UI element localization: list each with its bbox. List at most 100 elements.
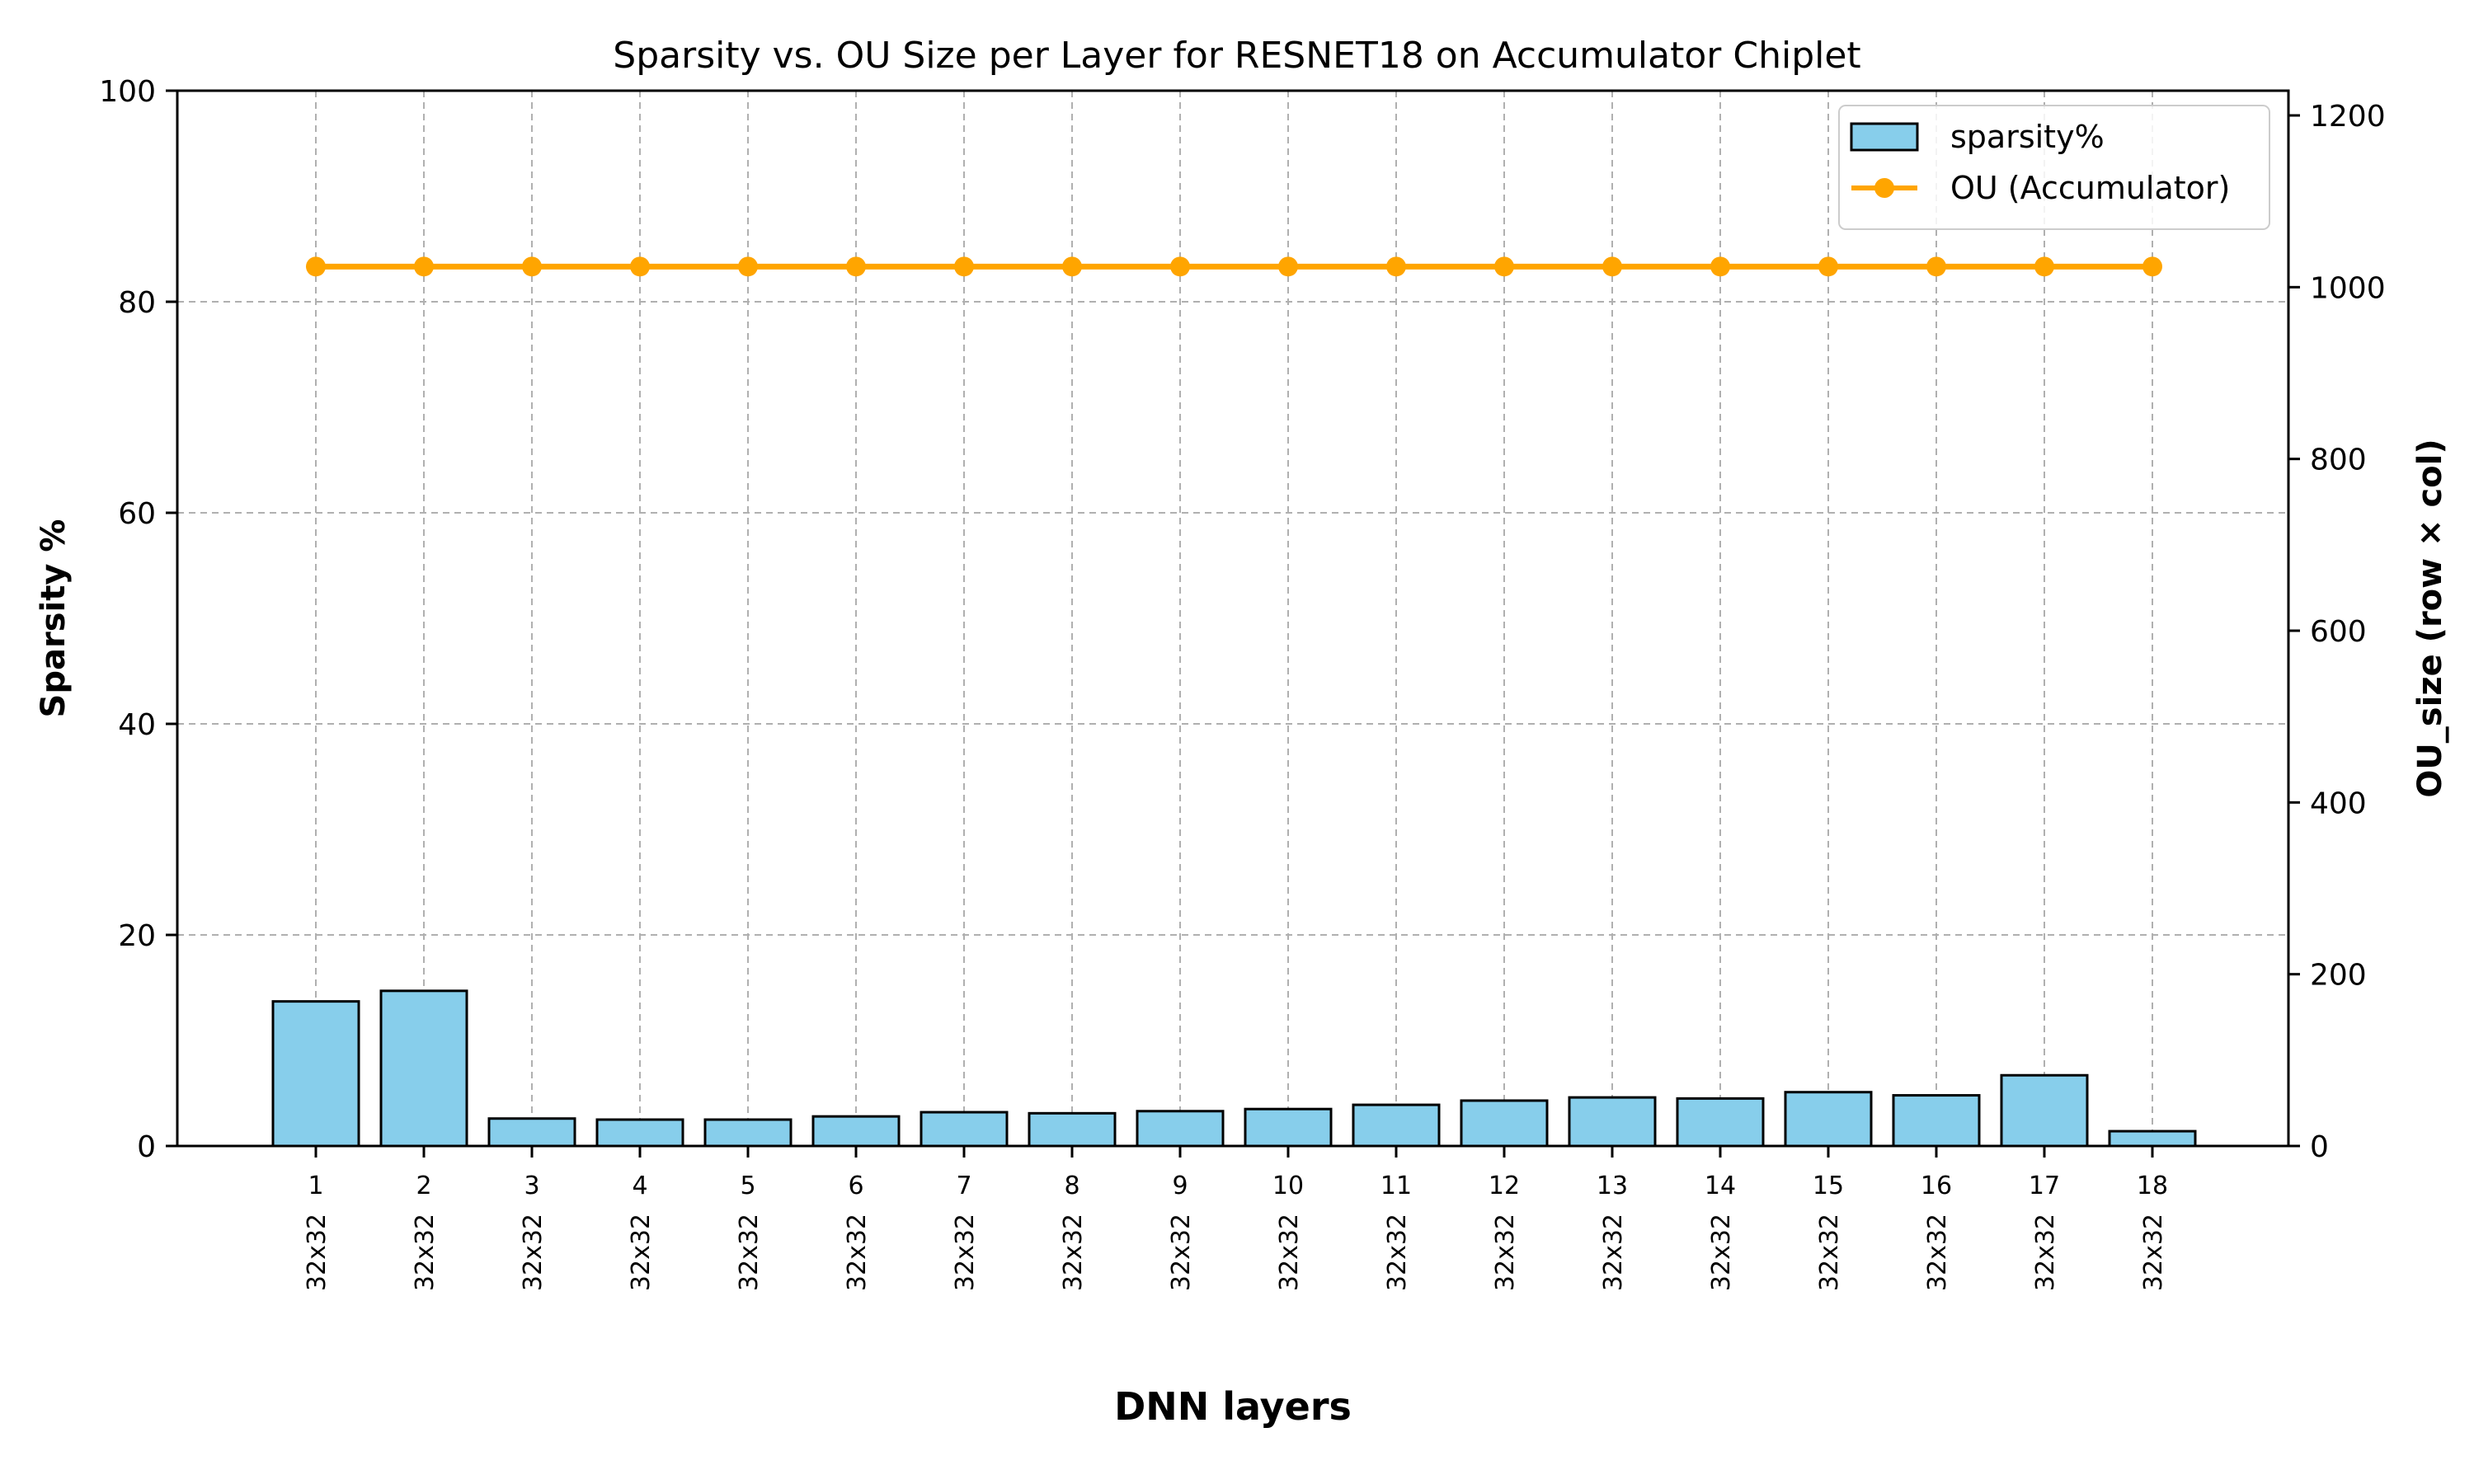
ou-point: [1170, 256, 1190, 277]
ou-size-label: 32x32: [519, 1214, 548, 1291]
y-tick-label: 0: [137, 1130, 156, 1164]
y2-tick-label: 800: [2310, 444, 2367, 477]
sparsity-bar: [2000, 1073, 2089, 1148]
line-series: [306, 256, 2162, 277]
sparsity-bar: [1460, 1099, 1549, 1148]
ou-point: [1926, 256, 1946, 277]
x-tick-label: 5: [740, 1172, 755, 1200]
x-tick-label: 14: [1705, 1172, 1736, 1200]
y2-tick-label: 400: [2310, 787, 2367, 820]
x-tick-label: 16: [1921, 1172, 1952, 1200]
y2-axis-label: OU_size (row × col): [2411, 439, 2449, 797]
ou-size-label: 32x32: [1815, 1214, 1844, 1291]
sparsity-bar: [920, 1111, 1009, 1148]
x-tick-label: 11: [1380, 1172, 1412, 1200]
legend-box: [1838, 105, 2270, 230]
y-tick-label: 100: [99, 75, 156, 109]
sparsity-bar: [1244, 1107, 1333, 1148]
sparsity-bar: [271, 1000, 360, 1148]
legend-label-sparsity: sparsity%: [1950, 119, 2105, 155]
y-tick-label: 60: [118, 497, 156, 531]
ou-point: [1818, 256, 1838, 277]
y2-tick-label: 1000: [2310, 271, 2386, 305]
x-tick-label: 10: [1272, 1172, 1304, 1200]
ou-point: [414, 256, 434, 277]
y2-tick-label: 0: [2310, 1130, 2329, 1164]
ou-point: [306, 256, 326, 277]
x-tick-label: 4: [632, 1172, 647, 1200]
ou-point: [1494, 256, 1514, 277]
y2-tick-label: 200: [2310, 959, 2367, 993]
x-tick-label: 8: [1064, 1172, 1079, 1200]
legend: sparsity% OU (Accumulator): [1838, 105, 2270, 230]
sparsity-bar: [1136, 1110, 1225, 1148]
y2-tick-label: 600: [2310, 615, 2367, 649]
ou-point: [630, 256, 650, 277]
x-tick-label: 2: [416, 1172, 431, 1200]
ou-point: [738, 256, 758, 277]
ou-size-label: 32x32: [411, 1214, 440, 1291]
sparsity-bar: [1352, 1103, 1441, 1148]
sparsity-bar: [2108, 1129, 2197, 1148]
ou-point: [2142, 256, 2162, 277]
chart-title: Sparsity vs. OU Size per Layer for RESNE…: [613, 35, 1860, 77]
sparsity-bar: [379, 989, 468, 1148]
ou-size-label: 32x32: [1491, 1214, 1520, 1291]
x-axis-label: DNN layers: [1114, 1384, 1352, 1429]
ou-point: [1602, 256, 1622, 277]
y-tick-label: 40: [118, 708, 156, 742]
ou-size-label: 32x32: [1383, 1214, 1412, 1291]
sparsity-bar: [1892, 1094, 1981, 1148]
ou-point: [1386, 256, 1406, 277]
sparsity-bar: [1028, 1111, 1117, 1148]
y-axis-label: Sparsity %: [35, 519, 73, 718]
legend-label-ou: OU (Accumulator): [1950, 170, 2230, 206]
x-tick-label: 12: [1489, 1172, 1520, 1200]
x-axis-ticks: 1 32x32 2 32x32 3 32x32 4 32x32 5 32x32 6 32x32 7 32x…: [303, 1146, 2168, 1291]
ou-size-label: 32x32: [735, 1214, 764, 1291]
ou-point: [1278, 256, 1298, 277]
ou-size-label: 32x32: [1599, 1214, 1628, 1291]
ou-size-label: 32x32: [303, 1214, 332, 1291]
ou-size-label: 32x32: [1275, 1214, 1304, 1291]
x-tick-label: 1: [308, 1172, 323, 1200]
ou-size-label: 32x32: [2031, 1214, 2060, 1291]
sparsity-bar: [811, 1115, 901, 1148]
ou-size-label: 32x32: [951, 1214, 980, 1291]
bar-series: [271, 989, 2197, 1148]
x-tick-label: 3: [524, 1172, 539, 1200]
ou-size-label: 32x32: [627, 1214, 656, 1291]
sparsity-bar: [703, 1118, 793, 1148]
ou-point: [954, 256, 974, 277]
x-tick-label: 13: [1597, 1172, 1628, 1200]
ou-point: [1710, 256, 1730, 277]
y-tick-label: 80: [118, 286, 156, 320]
ou-size-label: 32x32: [1707, 1214, 1736, 1291]
ou-point: [2034, 256, 2054, 277]
ou-size-label: 32x32: [1167, 1214, 1196, 1291]
x-tick-label: 17: [2029, 1172, 2060, 1200]
x-tick-label: 7: [956, 1172, 971, 1200]
ou-size-label: 32x32: [1923, 1214, 1952, 1291]
left-axis-ticks: 0 20 40 60 80 100: [99, 75, 177, 1164]
ou-point: [522, 256, 542, 277]
ou-size-label: 32x32: [2139, 1214, 2168, 1291]
ou-point: [1062, 256, 1082, 277]
sparsity-bar: [1568, 1096, 1657, 1148]
x-tick-label: 9: [1172, 1172, 1188, 1200]
ou-point: [846, 256, 866, 277]
plot-frame: [176, 89, 2290, 1148]
legend-swatch-sparsity: [1850, 122, 1919, 152]
legend-swatch-ou-marker: [1874, 178, 1894, 198]
y-tick-label: 20: [118, 919, 156, 953]
x-tick-label: 6: [848, 1172, 863, 1200]
sparsity-bar: [1784, 1091, 1873, 1148]
x-tick-label: 18: [2137, 1172, 2168, 1200]
x-tick-label: 15: [1813, 1172, 1844, 1200]
y2-tick-label: 1200: [2310, 100, 2386, 134]
right-axis-ticks: 0 200 400 600 800 1000 1200: [2288, 100, 2386, 1164]
ou-size-label: 32x32: [843, 1214, 872, 1291]
sparsity-bar: [487, 1117, 576, 1148]
